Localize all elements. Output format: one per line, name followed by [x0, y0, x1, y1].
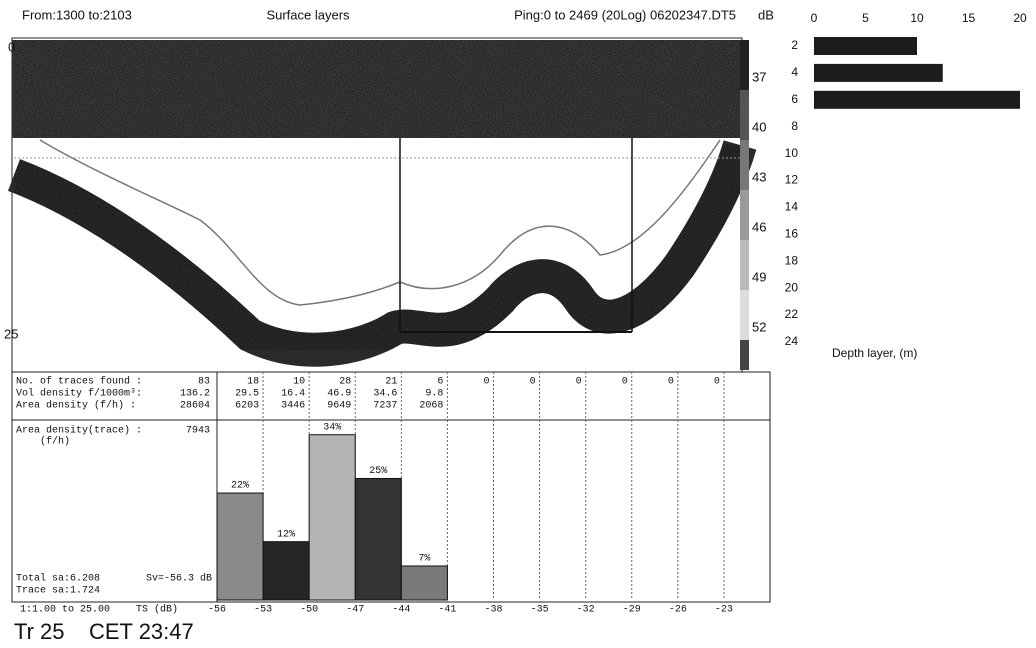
panel-label: Area density(trace) :	[16, 425, 142, 437]
x-tick-label: -44	[392, 605, 410, 616]
bar	[308, 434, 356, 601]
row-label: Area density (f/h) :	[16, 400, 136, 412]
cell: 0	[714, 377, 720, 388]
x-tick-label: -29	[623, 605, 641, 616]
cell: 6	[437, 377, 443, 388]
x-axis-label: TS (dB)	[136, 604, 178, 616]
y-tick-label: 20	[785, 280, 799, 294]
bar	[400, 565, 448, 601]
x-axis-label: Depth layer, (m)	[832, 346, 917, 360]
scale-label: 46	[752, 219, 766, 234]
x-tick-label: -47	[346, 605, 364, 616]
cell: 0	[530, 377, 536, 388]
value-label: 12%	[277, 529, 295, 540]
range-label: 1:1.00 to 25.00	[20, 605, 110, 616]
y-tick-label: 4	[791, 65, 798, 79]
x-tick-label: 15	[962, 11, 976, 25]
footer: Tr 25 CET 23:47	[14, 619, 194, 644]
row-total: 83	[198, 377, 210, 388]
panel-value: 7943	[186, 426, 210, 437]
y-tick-label: 16	[785, 226, 799, 240]
value-label: 25%	[369, 466, 387, 477]
value-label: 34%	[323, 422, 341, 433]
cell: 34.6	[373, 389, 397, 400]
x-tick-label: 20	[1013, 11, 1027, 25]
y-tick-label: 6	[791, 92, 798, 106]
x-tick-label: -23	[715, 605, 733, 616]
cell: 29.5	[235, 389, 259, 400]
row-label: No. of traces found :	[16, 376, 142, 388]
header-unit: dB	[758, 7, 774, 22]
value-label: 22%	[231, 481, 249, 492]
x-tick-label: -35	[531, 605, 549, 616]
x-tick-label: -50	[300, 605, 318, 616]
cell: 6203	[235, 401, 259, 412]
sv: Sv=-56.3 dB	[146, 573, 212, 585]
cell: 0	[668, 377, 674, 388]
y-tick-label: 22	[785, 307, 799, 321]
total-sa: Total sa:6.208	[16, 573, 100, 585]
bar	[814, 90, 1020, 109]
cell: 10	[293, 377, 305, 388]
x-tick-label: -26	[669, 605, 687, 616]
depth-label: 25	[4, 326, 18, 341]
depth-label: 0	[8, 39, 15, 54]
x-tick-label: -38	[484, 605, 502, 616]
cell: 2068	[419, 401, 443, 412]
cell: 7237	[373, 401, 397, 412]
x-tick-label: -32	[577, 605, 595, 616]
y-tick-label: 24	[785, 334, 799, 348]
x-tick-label: 5	[862, 11, 869, 25]
x-tick-label: 0	[811, 11, 818, 25]
y-tick-label: 12	[785, 173, 799, 187]
y-tick-label: 18	[785, 253, 799, 267]
cell: 16.4	[281, 389, 305, 400]
table-frame	[11, 371, 771, 603]
x-tick-label: -41	[438, 605, 456, 616]
value-label: 7%	[418, 554, 430, 565]
x-tick-label: -56	[208, 605, 226, 616]
bar	[814, 63, 943, 82]
row-total: 28604	[180, 401, 210, 412]
cell: 9.8	[425, 389, 443, 400]
trace-sa: Trace sa:1.724	[16, 586, 100, 597]
x-tick-label: -53	[254, 605, 272, 616]
scale-label: 37	[752, 69, 766, 84]
bar	[814, 37, 917, 55]
scale-label: 43	[752, 169, 766, 184]
cell: 28	[339, 377, 351, 388]
cell: 0	[483, 377, 489, 388]
scale-label: 52	[752, 319, 766, 334]
panel-unit: (f/h)	[40, 436, 70, 448]
row-label: Vol density f/1000m³:	[16, 388, 142, 400]
cell: 0	[576, 377, 582, 388]
cell: 18	[247, 377, 259, 388]
bar	[262, 541, 310, 601]
scale-label: 49	[752, 269, 766, 284]
y-tick-label: 8	[791, 119, 798, 133]
cell: 0	[622, 377, 628, 388]
cell: 21	[385, 377, 397, 388]
y-tick-label: 2	[791, 38, 798, 52]
header-title: Surface layers	[266, 7, 350, 22]
echogram	[7, 37, 757, 373]
header-ping: Ping:0 to 2469 (20Log) 06202347.DT5	[514, 7, 736, 22]
cell: 3446	[281, 401, 305, 412]
scale-label: 40	[752, 119, 766, 134]
row-total: 136.2	[180, 389, 210, 400]
bar	[354, 477, 402, 601]
x-tick-label: 10	[910, 11, 924, 25]
y-tick-label: 10	[785, 146, 799, 160]
bar	[216, 492, 264, 601]
y-tick-label: 14	[785, 200, 799, 214]
cell: 9649	[327, 401, 351, 412]
cell: 46.9	[327, 389, 351, 400]
header-range: From:1300 to:2103	[22, 7, 132, 22]
